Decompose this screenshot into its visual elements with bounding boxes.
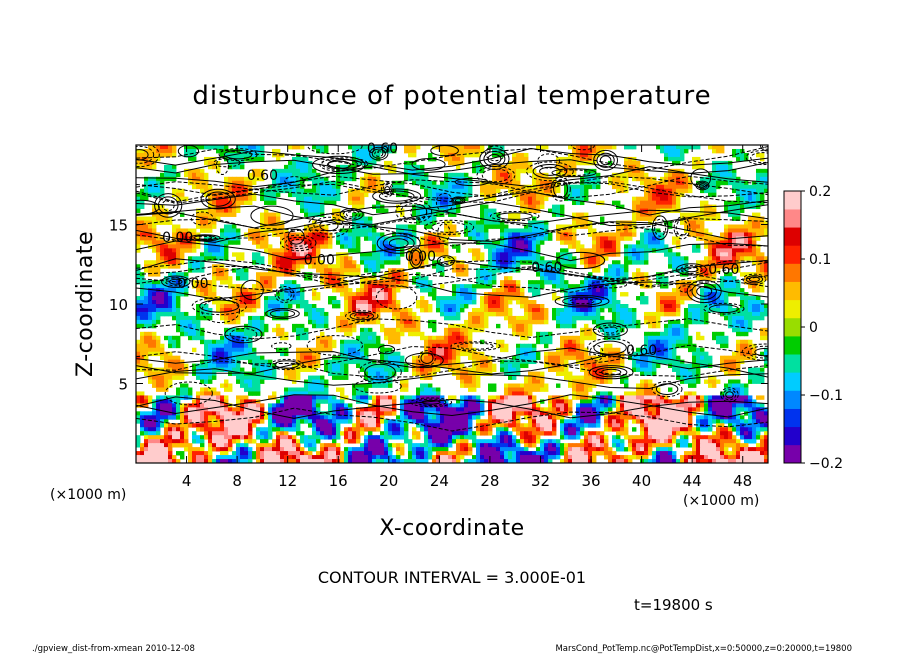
x-tick-label: 20 (379, 472, 398, 490)
colorbar-segment (784, 408, 801, 428)
colorbar-segment (784, 372, 801, 391)
x-tick-label: 8 (232, 472, 242, 490)
colorbar-segment (784, 317, 801, 337)
colorbar-segment (784, 354, 801, 373)
x-tick-label: 48 (733, 472, 752, 490)
footer-right-text: MarsCond_PotTemp.nc@PotTempDist,x=0:5000… (555, 644, 852, 654)
contour-interval-text: CONTOUR INTERVAL = 3.000E-01 (318, 568, 586, 587)
plot-area: 0.60 0.60 0.00 0.00 0.00 0.00 0.60 0.60 0.60 (135, 141, 769, 464)
x-tick-label: 24 (430, 472, 449, 490)
colorbar-segment (784, 191, 801, 210)
colorbar-tick-label: 0 (809, 320, 818, 336)
colorbar: 0.2 0.1 0 −0.1 −0.2 (783, 184, 843, 472)
z-tick-label: 5 (118, 376, 128, 394)
colorbar-tick-label: 0.1 (809, 252, 831, 268)
x-axis: 4 8 12 16 20 24 28 32 36 40 44 48 (182, 145, 752, 490)
contour-label: 0.60 (531, 260, 562, 276)
z-axis-label: Z-coordinate (73, 231, 98, 377)
colorbar-segment (784, 336, 801, 355)
contour-label: 0.00 (177, 276, 208, 292)
colorbar-tick-label: 0.2 (809, 184, 831, 200)
contour-label: 0.00 (162, 230, 193, 246)
x-tick-label: 4 (182, 472, 192, 490)
colorbar-segment (784, 299, 801, 319)
contour-label: 0.00 (304, 252, 335, 268)
colorbar-segment (784, 227, 801, 246)
colorbar-segment (784, 281, 801, 301)
colorbar-segment (784, 245, 801, 264)
x-tick-label: 32 (531, 472, 550, 490)
contour-label: 0.60 (626, 343, 657, 359)
colorbar-segment (784, 263, 801, 282)
contour-label: 0.60 (247, 168, 278, 184)
x-tick-label: 16 (329, 472, 348, 490)
time-label: t=19800 s (634, 596, 713, 614)
z-axis: 5 10 15 (109, 217, 768, 394)
colorbar-segment (784, 390, 801, 409)
colorbar-segment (784, 444, 801, 464)
x-tick-label: 12 (278, 472, 297, 490)
contour-label: 0.60 (367, 141, 398, 157)
contour-label: 0.60 (708, 262, 739, 278)
x-tick-label: 40 (632, 472, 651, 490)
colorbar-tick-label: −0.2 (809, 456, 843, 472)
chart-title: disturbunce of potential temperature (192, 81, 711, 111)
x-unit-label: (×1000 m) (683, 493, 759, 509)
footer-left-text: ./gpview_dist-from-xmean 2010-12-08 (32, 644, 195, 654)
colorbar-segment (784, 209, 801, 228)
x-tick-label: 36 (581, 472, 600, 490)
colorbar-tick-label: −0.1 (809, 388, 843, 404)
z-tick-label: 10 (109, 296, 128, 314)
z-tick-label: 15 (109, 217, 128, 235)
contour-label: 0.00 (405, 249, 436, 265)
x-axis-label: X-coordinate (379, 516, 524, 541)
x-tick-label: 28 (480, 472, 499, 490)
x-tick-label: 44 (683, 472, 702, 490)
z-unit-label: (×1000 m) (50, 487, 126, 503)
colorbar-segment (784, 426, 801, 446)
